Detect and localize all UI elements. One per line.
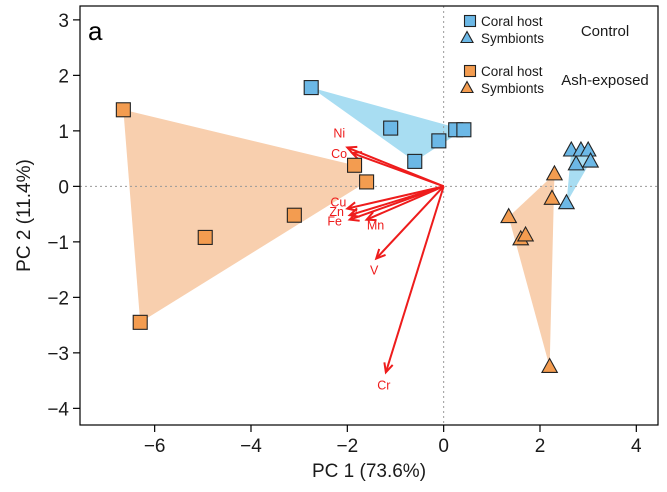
legend-marker-square <box>463 14 477 28</box>
series-ash-exposed-coral-host <box>115 102 375 330</box>
data-point <box>383 120 399 136</box>
y-tick-label: 2 <box>58 66 69 87</box>
loading-line <box>349 185 444 221</box>
data-point <box>516 225 535 242</box>
series-control-symbionts <box>557 140 600 210</box>
group-hulls <box>123 87 591 367</box>
x-tick-label: 4 <box>631 436 642 457</box>
loading-line <box>351 152 445 188</box>
loading-line <box>366 185 445 221</box>
loading-arrowhead <box>345 201 358 212</box>
loading-cu: Cu <box>330 185 444 212</box>
loading-label: Co <box>331 147 347 161</box>
data-point <box>407 153 423 169</box>
loading-line <box>375 185 445 260</box>
data-point <box>197 229 213 245</box>
data-point <box>359 174 375 190</box>
legend-marker-triangle <box>460 30 474 44</box>
legend-marker-square <box>463 64 477 78</box>
x-tick-label: 0 <box>438 436 449 457</box>
data-point <box>567 154 585 171</box>
y-tick-label: −1 <box>47 233 69 254</box>
loading-arrowhead <box>374 248 386 261</box>
data-point <box>500 207 518 224</box>
data-point <box>456 122 472 138</box>
loading-arrowhead <box>347 207 360 218</box>
loading-label: Cu <box>330 196 346 210</box>
legend-group-control: Coral host Symbionts Control <box>460 14 629 46</box>
loading-line <box>384 186 445 373</box>
sample-points <box>115 80 600 373</box>
data-point <box>557 193 576 210</box>
data-point <box>286 207 302 223</box>
data-point <box>132 314 148 330</box>
panel-label: a <box>88 16 103 46</box>
hull-ash-exposed-symbionts <box>508 174 555 367</box>
y-tick-label: 0 <box>58 177 69 198</box>
data-point <box>579 140 597 157</box>
data-point <box>581 152 600 168</box>
x-tick-label: −6 <box>144 436 166 457</box>
x-tick-label: −2 <box>336 436 358 457</box>
legend-entry-label: Symbionts <box>481 31 544 46</box>
y-tick-label: 3 <box>58 11 69 32</box>
loading-label: Cr <box>377 378 390 392</box>
reference-lines <box>80 6 658 425</box>
loading-label: Zn <box>329 205 344 219</box>
loading-cr: Cr <box>377 186 445 392</box>
y-tick-label: −3 <box>47 344 69 365</box>
y-tick-label: 1 <box>58 122 69 143</box>
hull-ash-exposed-coral-host <box>123 109 367 323</box>
x-tick-label: −4 <box>240 436 262 457</box>
loading-fe: Fe <box>327 185 444 229</box>
loading-mn: Mn <box>364 185 445 233</box>
y-tick-label: −4 <box>47 399 69 420</box>
data-point <box>115 102 131 118</box>
loading-line <box>347 185 444 210</box>
legend-group-ash-exposed: Coral host Symbionts Ash-exposed <box>460 64 649 96</box>
data-point <box>303 80 319 96</box>
data-point <box>431 133 447 149</box>
data-point <box>346 157 363 173</box>
series-ash-exposed-symbionts <box>500 164 564 373</box>
data-point <box>540 357 559 373</box>
y-axis-title: PC 2 (11.4%) <box>14 159 35 272</box>
loading-arrowhead <box>364 211 377 222</box>
axes: −6 −4 −2 0 2 4 −4 −3 −2 −1 0 1 2 3 <box>47 11 642 457</box>
loading-arrowhead <box>347 211 360 222</box>
legend-entry-label: Coral host <box>481 14 543 29</box>
loading-v: V <box>370 185 445 278</box>
hull-control-symbionts <box>566 150 591 204</box>
loading-arrowhead <box>383 362 394 375</box>
data-point <box>545 164 564 181</box>
x-tick-label: 2 <box>535 436 546 457</box>
legend-entry-label: Symbionts <box>481 81 544 96</box>
legend-group-label: Ash-exposed <box>561 72 649 89</box>
loading-label: Ni <box>333 127 345 141</box>
legend-group-label: Control <box>581 23 629 40</box>
loading-label: Mn <box>367 219 384 233</box>
data-point <box>543 189 561 205</box>
series-control-coral-host <box>303 80 472 169</box>
y-tick-label: −2 <box>47 288 69 309</box>
loading-label: V <box>370 264 379 278</box>
x-axis-title: PC 1 (73.6%) <box>312 461 426 482</box>
legend-marker-triangle <box>460 80 474 94</box>
legend-entry-label: Coral host <box>481 64 543 79</box>
loading-label: Fe <box>327 215 342 229</box>
legend: Coral host Symbionts Control Coral host Symb… <box>460 14 649 96</box>
plot-frame <box>79 5 659 426</box>
